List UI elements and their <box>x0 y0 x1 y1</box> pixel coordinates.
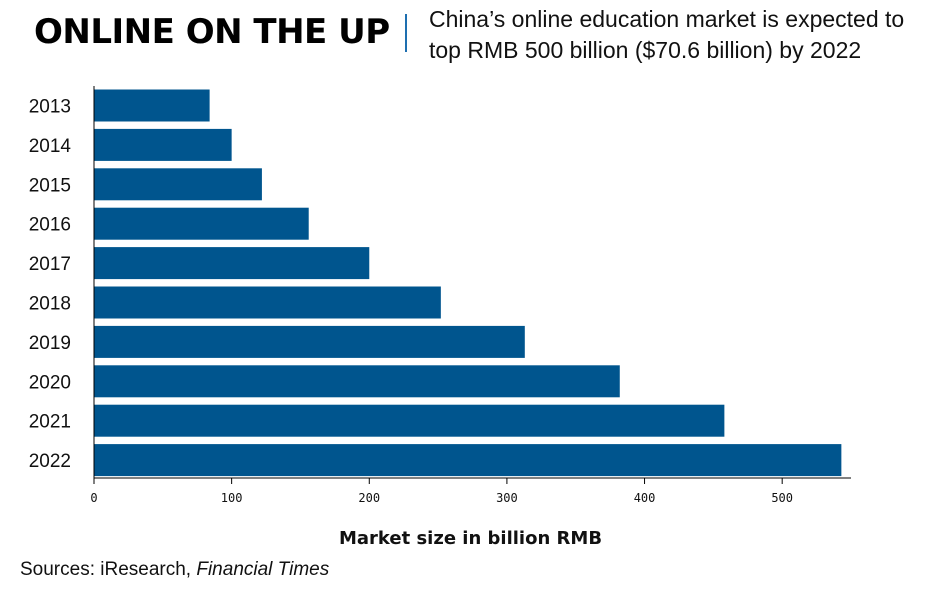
y-tick-label-2019: 2019 <box>29 333 71 354</box>
y-tick-label-2020: 2020 <box>29 372 71 393</box>
x-tick-label-200: 200 <box>358 491 380 505</box>
y-tick-label-2022: 2022 <box>29 451 71 472</box>
title-divider <box>405 14 407 52</box>
bar-2020 <box>94 365 620 398</box>
bar-2013 <box>94 89 210 122</box>
source-publication: Financial Times <box>196 559 330 580</box>
y-tick-label-2015: 2015 <box>29 175 71 196</box>
source-label: Sources: iResearch, <box>20 559 192 580</box>
source-note: Sources: iResearch, Financial Times <box>20 559 329 581</box>
chart-title: ONLINE ON THE UP <box>34 12 390 52</box>
x-tick-label-300: 300 <box>496 491 518 505</box>
bar-2014 <box>94 128 232 161</box>
y-tick-label-2018: 2018 <box>29 294 71 315</box>
y-tick-label-2013: 2013 <box>29 97 71 118</box>
bar-chart: 2013 2014 2015 2016 2017 2018 2019 2020 2021 2022… <box>29 86 851 549</box>
bar-2019 <box>94 325 525 358</box>
y-tick-label-2017: 2017 <box>29 254 71 275</box>
chart-subtitle: China’s online education market is expec… <box>429 6 905 63</box>
bar-2021 <box>94 404 725 437</box>
bar-2016 <box>94 207 309 240</box>
x-tick-label-100: 100 <box>221 491 243 505</box>
bar-2015 <box>94 168 262 201</box>
bar-2018 <box>94 286 441 319</box>
bar-2017 <box>94 247 370 280</box>
x-tick-label-400: 400 <box>634 491 656 505</box>
y-tick-label-2014: 2014 <box>29 136 72 157</box>
x-tick-label-500: 500 <box>771 491 793 505</box>
x-axis-title: Market size in billion RMB <box>339 528 602 549</box>
bar-2022 <box>94 444 842 477</box>
y-tick-label-2021: 2021 <box>29 412 71 433</box>
x-tick-label-0: 0 <box>90 491 97 505</box>
y-tick-label-2016: 2016 <box>29 215 71 236</box>
